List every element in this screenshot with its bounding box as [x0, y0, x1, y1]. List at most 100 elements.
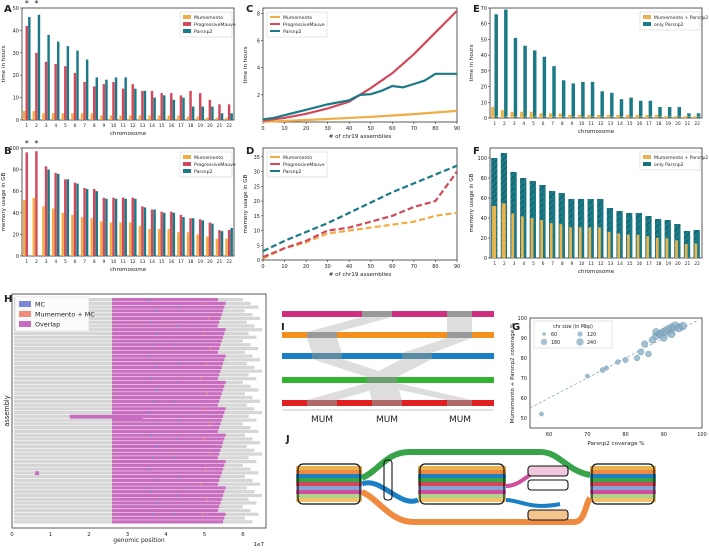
- x-tick-label-E: 15: [627, 121, 633, 127]
- bar-B-progressivemauve-chr12: [131, 197, 134, 256]
- panel-label-B: B: [4, 146, 12, 157]
- bar-F-only-parsnp2-chr13: [610, 213, 614, 258]
- x-tick-label-B: 5: [64, 259, 67, 265]
- x-tick-label-G: 70: [584, 432, 590, 438]
- bar-A-mumemento-chr2: [32, 111, 36, 120]
- x-tick-label-D: 70: [411, 264, 417, 270]
- mumemento-mc-segment-H: [203, 331, 205, 336]
- panel-label-I: I: [281, 322, 285, 333]
- graph-band-J: [590, 466, 656, 470]
- y-tick-label-G: 50: [521, 416, 527, 422]
- sequence-segment-I: [337, 332, 447, 338]
- x-tick-label-F: 5: [532, 261, 535, 267]
- bar-F-mumemento-parsnp2-chr5: [530, 217, 535, 258]
- bar-F-only-parsnp2-chr11: [591, 205, 594, 258]
- mc-segment-H: [176, 493, 178, 498]
- scatter-point-G: [585, 373, 590, 379]
- y-tick-label-B: 0: [16, 254, 19, 260]
- legend-entry-D: Mumemento: [283, 155, 312, 161]
- bar-B-progressivemauve-chr6: [73, 182, 77, 256]
- overlap-segment-H: [112, 459, 226, 464]
- overlap-segment-H: [112, 388, 224, 392]
- y-tick-label-A: 0: [16, 118, 19, 124]
- x-tick-label-A: 15: [159, 123, 165, 129]
- bar-B-parsnp2-chr20: [211, 223, 214, 256]
- mc-segment-H: [176, 437, 178, 441]
- bar-E-mumemento-parsnp2-chr5: [529, 111, 533, 118]
- y-axis-label-C: time in hours: [243, 46, 249, 83]
- bar-B-mumemento-chr17: [177, 232, 180, 256]
- overlap-segment-H: [112, 350, 218, 354]
- bar-B-mumemento-chr7: [80, 217, 84, 256]
- x-tick-label-F: 3: [513, 261, 516, 267]
- overlap-segment-H: [112, 478, 220, 483]
- overlap-segment-H: [112, 395, 221, 400]
- x-axis-label-E: chromosome: [578, 129, 615, 135]
- star-marker-A: *: [25, 0, 29, 8]
- mc-segment-H: [178, 305, 180, 309]
- x-tick-label-H: 3: [126, 532, 129, 538]
- bar-B-progressivemauve-chr5: [64, 179, 67, 256]
- y-tick-label-C: 2: [257, 93, 260, 99]
- star-marker-B: *: [25, 139, 29, 148]
- x-tick-label-F: 13: [608, 261, 614, 267]
- x-tick-label-F: 19: [665, 261, 671, 267]
- mumemento-mc-segment-H: [208, 422, 210, 426]
- axes-frame-E: [489, 7, 703, 119]
- legend-swatch-B: [183, 169, 191, 173]
- panel-label-A: A: [4, 4, 12, 15]
- y-axis-label-D: memory usage in GB: [243, 174, 249, 233]
- bar-A-parsnp2-chr1: [28, 16, 31, 120]
- x-tick-label-F: 17: [646, 261, 652, 267]
- sequence-segment-I: [282, 332, 307, 338]
- x-tick-label-A: 8: [93, 123, 96, 129]
- bar-B-mumemento-chr6: [71, 214, 74, 256]
- bar-F-only-parsnp2-chr8: [562, 198, 565, 258]
- overlap-segment-H: [112, 298, 218, 302]
- y-axis-label-F: memory usage in GB: [469, 173, 475, 232]
- overlap-segment-H: [112, 414, 224, 418]
- overlap-segment-H: [112, 384, 225, 388]
- x-tick-label-F: 8: [561, 261, 564, 267]
- panel-label-J: J: [285, 434, 290, 445]
- overlap-segment-H: [112, 362, 224, 366]
- x-tick-label-E: 7: [551, 121, 554, 127]
- y-tick-label-F: 100: [477, 156, 487, 162]
- bar-A-parsnp2-chr17: [182, 97, 185, 120]
- bar-E-mumemento-parsnp2-chr19: [664, 116, 668, 118]
- bar-B-mumemento-chr22: [225, 238, 228, 256]
- x-tick-label-B: 7: [83, 259, 86, 265]
- x-tick-label-E: 3: [513, 121, 516, 127]
- star-marker-B: *: [34, 139, 38, 148]
- legend-swatch-E: [643, 15, 651, 19]
- x-tick-label-E: 16: [637, 121, 643, 127]
- x-tick-label-D: 80: [432, 264, 438, 270]
- y-tick-label-A: 50: [13, 6, 19, 12]
- y-tick-label-D: 35: [254, 155, 260, 161]
- legend-title-G: chr size (in Mbp): [553, 324, 593, 330]
- mum-connector-I: [307, 317, 392, 332]
- series-line-D-mumemento: [262, 211, 458, 260]
- bar-B-progressivemauve-chr10: [112, 197, 115, 256]
- y-tick-label-E: 70: [481, 6, 487, 12]
- overlap-segment-H: [112, 411, 225, 415]
- mc-segment-H: [173, 456, 175, 460]
- sequence-segment-I: [472, 311, 494, 317]
- y-tick-label-F: 0: [484, 256, 487, 262]
- axes-frame-H: [11, 293, 267, 529]
- bar-A-mumemento-chr16: [167, 115, 170, 120]
- x-tick-label-A: 7: [83, 123, 86, 129]
- scatter-point-G: [622, 357, 629, 363]
- series-line-C-mumemento: [262, 109, 458, 123]
- bar-E-mumemento-parsnp2-chr1: [491, 107, 495, 118]
- bar-B-mumemento-chr11: [119, 222, 122, 256]
- bar-A-mumemento-chr11: [119, 115, 122, 120]
- graph-band-J: [296, 474, 362, 478]
- mc-segment-H: [154, 478, 156, 483]
- bar-F-mumemento-parsnp2-chr15: [626, 234, 632, 258]
- bar-A-parsnp2-chr7: [85, 59, 89, 120]
- y-tick-label-E: 30: [481, 69, 487, 75]
- bar-A-mumemento-chr21: [215, 117, 219, 120]
- graph-node-box-J: [527, 465, 569, 477]
- bar-F-mumemento-parsnp2-chr17: [646, 236, 651, 258]
